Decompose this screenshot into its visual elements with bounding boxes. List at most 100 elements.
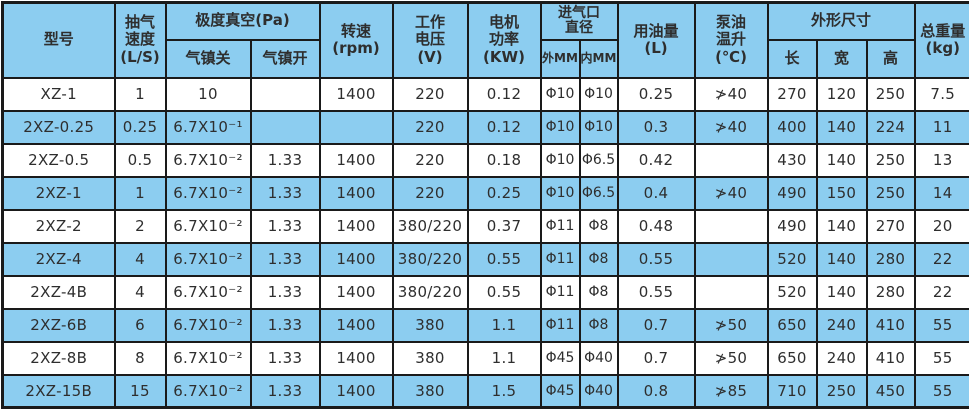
cell-weight: 22 — [915, 276, 969, 309]
cell-width: 120 — [817, 78, 867, 111]
cell-voltage: 380/220 — [393, 243, 468, 276]
cell-inlet-outer: Φ11 — [541, 276, 580, 309]
cell-inlet-inner: Φ8 — [580, 210, 618, 243]
cell-height: 410 — [867, 342, 915, 375]
col-header-gas-ballast-open: 气镇开 — [251, 40, 320, 78]
col-header-inlet-outer: 外MM — [541, 40, 580, 78]
cell-vacuum-gas-closed: 6.7X10⁻² — [166, 243, 251, 276]
col-header-dim-height: 高 — [867, 40, 915, 78]
cell-oil: 0.48 — [618, 210, 695, 243]
cell-length: 710 — [768, 375, 817, 408]
col-header-inlet-inner: 内MM — [580, 40, 618, 78]
cell-voltage: 380 — [393, 342, 468, 375]
cell-speed: 1 — [115, 177, 166, 210]
cell-inlet-inner: Φ6.5 — [580, 177, 618, 210]
cell-oil-temp — [695, 144, 768, 177]
cell-vacuum-gas-open — [251, 111, 320, 144]
cell-power: 1.1 — [468, 342, 541, 375]
cell-inlet-inner: Φ8 — [580, 243, 618, 276]
cell-oil: 0.3 — [618, 111, 695, 144]
cell-rpm: 1400 — [320, 309, 393, 342]
col-header-voltage: 工作 电压 (V) — [393, 3, 468, 78]
cell-weight: 55 — [915, 342, 969, 375]
col-header-dims-group: 外形尺寸 — [768, 3, 915, 40]
cell-height: 224 — [867, 111, 915, 144]
cell-width: 250 — [817, 375, 867, 408]
cell-length: 270 — [768, 78, 817, 111]
cell-weight: 55 — [915, 309, 969, 342]
cell-model: 2XZ-4B — [3, 276, 115, 309]
cell-power: 1.5 — [468, 375, 541, 408]
cell-inlet-outer: Φ10 — [541, 177, 580, 210]
cell-oil-temp: ≯50 — [695, 309, 768, 342]
cell-vacuum-gas-open: 1.33 — [251, 243, 320, 276]
cell-voltage: 380/220 — [393, 210, 468, 243]
cell-length: 400 — [768, 111, 817, 144]
cell-height: 250 — [867, 78, 915, 111]
cell-inlet-inner: Φ8 — [580, 309, 618, 342]
col-header-power: 电机 功率 (KW) — [468, 3, 541, 78]
cell-vacuum-gas-closed: 6.7X10⁻² — [166, 342, 251, 375]
cell-speed: 0.25 — [115, 111, 166, 144]
cell-vacuum-gas-closed: 6.7X10⁻¹ — [166, 111, 251, 144]
cell-voltage: 220 — [393, 78, 468, 111]
cell-vacuum-gas-open: 1.33 — [251, 342, 320, 375]
cell-power: 0.12 — [468, 78, 541, 111]
cell-speed: 4 — [115, 243, 166, 276]
cell-inlet-inner: Φ40 — [580, 342, 618, 375]
cell-speed: 6 — [115, 309, 166, 342]
cell-oil-temp: ≯85 — [695, 375, 768, 408]
cell-weight: 7.5 — [915, 78, 969, 111]
cell-vacuum-gas-open: 1.33 — [251, 177, 320, 210]
cell-length: 490 — [768, 210, 817, 243]
cell-voltage: 380/220 — [393, 276, 468, 309]
cell-oil-temp — [695, 210, 768, 243]
cell-width: 140 — [817, 111, 867, 144]
cell-width: 150 — [817, 177, 867, 210]
header-row-1: 型号 抽气 速度 (L/S) 极度真空(Pa) 转速 (rpm) 工作 电压 (… — [3, 3, 969, 40]
col-header-oil-temp: 泵油 温升 (℃) — [695, 3, 768, 78]
cell-speed: 2 — [115, 210, 166, 243]
table-header: 型号 抽气 速度 (L/S) 极度真空(Pa) 转速 (rpm) 工作 电压 (… — [3, 3, 969, 78]
cell-oil: 0.42 — [618, 144, 695, 177]
cell-inlet-inner: Φ40 — [580, 375, 618, 408]
col-header-inlet-group: 进气口 直径 — [541, 3, 618, 40]
cell-oil-temp — [695, 276, 768, 309]
cell-voltage: 220 — [393, 177, 468, 210]
cell-power: 1.1 — [468, 309, 541, 342]
cell-height: 270 — [867, 210, 915, 243]
cell-voltage: 380 — [393, 309, 468, 342]
cell-length: 430 — [768, 144, 817, 177]
cell-voltage: 220 — [393, 144, 468, 177]
cell-voltage: 220 — [393, 111, 468, 144]
cell-power: 0.55 — [468, 276, 541, 309]
col-header-dim-length: 长 — [768, 40, 817, 78]
cell-model: XZ-1 — [3, 78, 115, 111]
cell-model: 2XZ-1 — [3, 177, 115, 210]
cell-oil: 0.55 — [618, 276, 695, 309]
cell-width: 140 — [817, 276, 867, 309]
cell-vacuum-gas-open: 1.33 — [251, 309, 320, 342]
col-header-dim-width: 宽 — [817, 40, 867, 78]
cell-inlet-inner: Φ6.5 — [580, 144, 618, 177]
cell-height: 280 — [867, 243, 915, 276]
cell-length: 650 — [768, 342, 817, 375]
cell-weight: 20 — [915, 210, 969, 243]
cell-weight: 13 — [915, 144, 969, 177]
cell-vacuum-gas-open: 1.33 — [251, 375, 320, 408]
cell-oil-temp: ≯40 — [695, 78, 768, 111]
cell-oil: 0.7 — [618, 342, 695, 375]
cell-width: 140 — [817, 144, 867, 177]
cell-vacuum-gas-closed: 6.7X10⁻² — [166, 375, 251, 408]
cell-model: 2XZ-2 — [3, 210, 115, 243]
cell-oil-temp: ≯50 — [695, 342, 768, 375]
cell-inlet-outer: Φ10 — [541, 111, 580, 144]
